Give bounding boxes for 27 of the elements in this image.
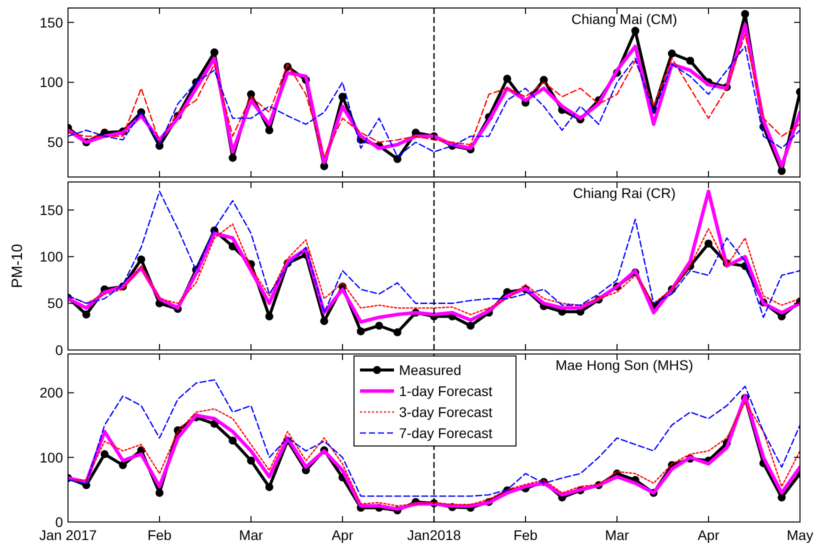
x-tick-label: Jan2018 bbox=[407, 527, 462, 543]
legend-label: Measured bbox=[399, 362, 462, 378]
x-tick-label: Feb bbox=[147, 527, 172, 543]
chart-title: Mae Hong Son (MHS) bbox=[555, 357, 694, 373]
x-tick-label: Mar bbox=[604, 527, 630, 543]
y-tick-label: 50 bbox=[47, 134, 64, 150]
legend-label: 7-day Forecast bbox=[399, 424, 492, 441]
y-axis-title: PM-10 bbox=[9, 244, 26, 288]
y-tick-label: 100 bbox=[40, 449, 64, 466]
x-tick-label: Apr bbox=[698, 527, 720, 543]
x-tick-label: May bbox=[786, 527, 814, 543]
y-tick-label: 0 bbox=[55, 514, 64, 530]
y-tick-label: 100 bbox=[40, 248, 64, 265]
x-tick-label: Feb bbox=[513, 527, 538, 543]
y-tick-label: 150 bbox=[40, 202, 64, 218]
legend-label: 3-day Forecast bbox=[399, 404, 492, 420]
y-tick-label: 150 bbox=[40, 14, 64, 30]
x-tick-label: Jan 2017 bbox=[39, 527, 98, 543]
y-tick-label: 0 bbox=[55, 342, 64, 358]
x-tick-label: Apr bbox=[332, 527, 354, 543]
chart-title: Chiang Rai (CR) bbox=[572, 185, 676, 201]
y-tick-label: 50 bbox=[47, 295, 64, 312]
y-tick-label: 100 bbox=[40, 74, 64, 90]
chart-title: Chiang Mai (CM) bbox=[571, 11, 678, 27]
y-tick-label: 200 bbox=[40, 384, 64, 401]
x-tick-label: Mar bbox=[238, 527, 264, 543]
legend-label: 1-day Forecast bbox=[399, 382, 492, 399]
